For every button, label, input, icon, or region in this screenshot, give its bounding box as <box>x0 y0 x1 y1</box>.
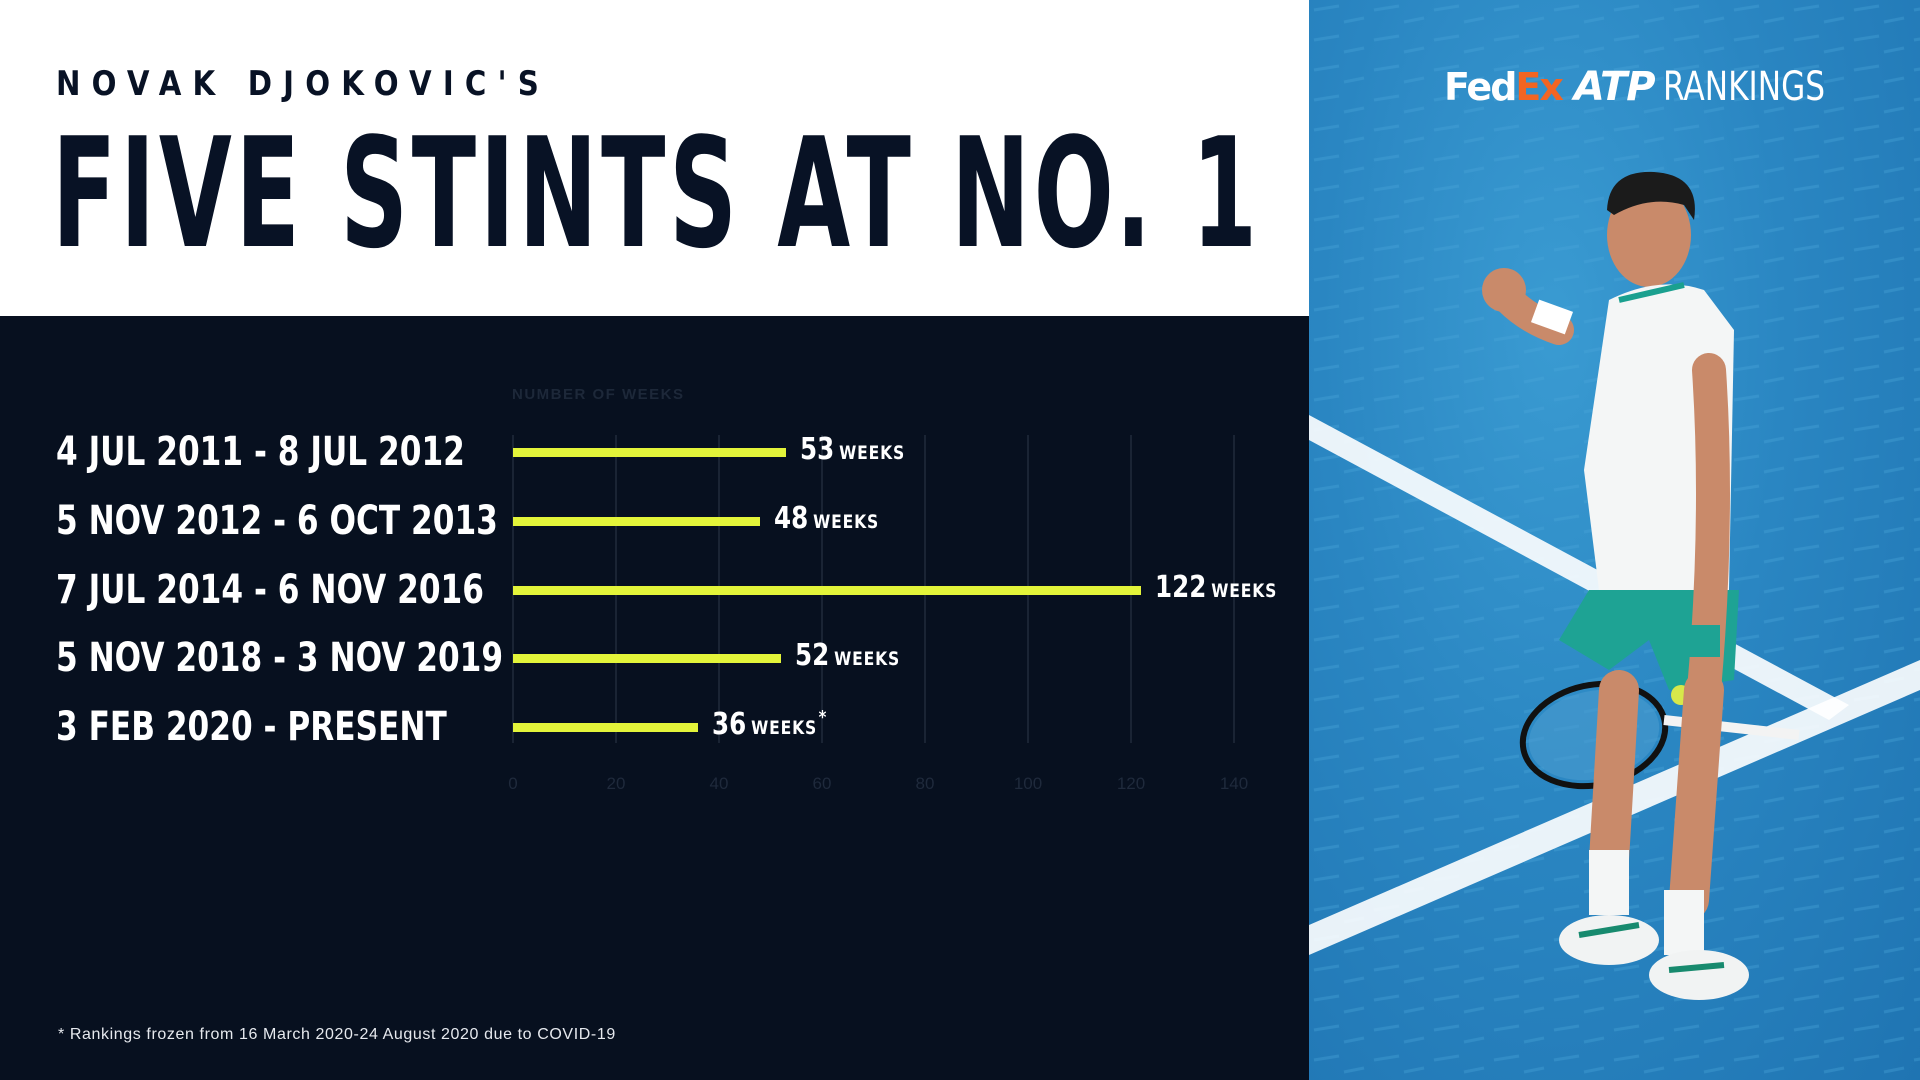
bar <box>513 654 781 663</box>
header-panel: NOVAK DJOKOVIC'S FIVE STINTS AT NO. 1 <box>0 0 1309 316</box>
atp-logo-icon: ATP <box>1573 64 1656 110</box>
row-label: 5 NOV 2012 - 6 OCT 2013 <box>56 498 498 544</box>
x-tick-label: 0 <box>508 774 518 793</box>
x-tick-label: 140 <box>1219 774 1249 793</box>
value-number: 36 <box>712 707 747 742</box>
fedex-logo-ex: Ex <box>1515 65 1563 109</box>
fedex-atp-rankings-logo: FedEx ATP RANKINGS <box>1444 64 1870 114</box>
fedex-logo-fed: Fed <box>1444 65 1517 109</box>
rankings-label: RANKINGS <box>1662 64 1825 110</box>
value-unit: WEEKS <box>833 648 900 670</box>
value-number: 122 <box>1155 570 1207 605</box>
value-unit: WEEKS <box>813 511 880 533</box>
bar-value-label: 36 WEEKS* <box>712 707 826 742</box>
player-photo <box>1309 0 1920 1080</box>
value-number: 48 <box>774 501 809 536</box>
chart-panel <box>0 316 1309 1080</box>
bar-value-label: 122 WEEKS <box>1155 570 1279 605</box>
x-axis-title: NUMBER OF WEEKS <box>512 386 685 403</box>
row-label: 3 FEB 2020 - PRESENT <box>56 704 447 750</box>
bar <box>513 723 699 732</box>
value-unit: WEEKS <box>751 717 818 739</box>
x-tick-label: 100 <box>1013 774 1043 793</box>
bar <box>513 517 761 526</box>
bar-value-label: 52 WEEKS <box>795 638 902 673</box>
x-tick-label: 60 <box>812 774 832 793</box>
tennis-court-photo-icon <box>1309 0 1920 1080</box>
footnote: * Rankings frozen from 16 March 2020-24 … <box>58 1026 616 1043</box>
row-label: 5 NOV 2018 - 3 NOV 2019 <box>56 635 504 681</box>
value-number: 52 <box>794 638 830 673</box>
row-label: 4 JUL 2011 - 8 JUL 2012 <box>56 429 465 475</box>
bar-value-label: 53 WEEKS <box>800 432 907 467</box>
value-unit: WEEKS <box>839 442 905 464</box>
row-label: 7 JUL 2014 - 6 NOV 2016 <box>56 567 484 613</box>
x-tick-label: 20 <box>606 774 626 793</box>
footnote-marker: * <box>819 707 827 728</box>
value-number: 53 <box>799 432 835 467</box>
x-tick-label: 80 <box>915 774 935 793</box>
bar <box>513 448 786 457</box>
x-tick-label: 40 <box>709 774 729 793</box>
x-tick-label: 120 <box>1116 774 1146 793</box>
gridline <box>1233 435 1235 743</box>
page-title: FIVE STINTS AT NO. 1 <box>52 105 1261 282</box>
subtitle: NOVAK DJOKOVIC'S <box>56 64 550 104</box>
value-unit: WEEKS <box>1211 580 1278 602</box>
bar-value-label: 48 WEEKS <box>774 501 881 536</box>
bar <box>513 586 1142 595</box>
